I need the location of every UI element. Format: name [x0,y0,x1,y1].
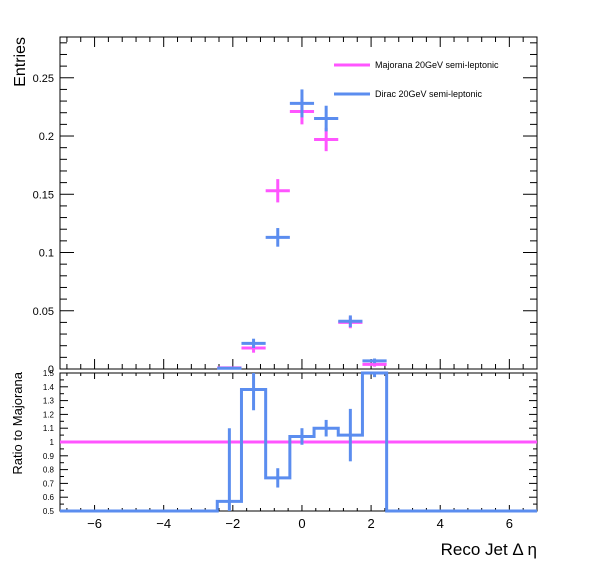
ratio-y-axis-label: Ratio to Majorana [10,371,25,474]
ratio-y-tick-labels: 0.5 0.6 0.7 0.8 0.9 1 1.1 1.2 1.3 1.4 1.5 [43,369,55,516]
main-axis-ticks [60,37,538,370]
main-y-tick-label: 0.25 [33,73,54,85]
ratio-y-tick-label: 0.8 [43,466,55,475]
ratio-y-tick-label: 1 [50,438,55,447]
ratio-y-tick-label: 1.3 [43,397,55,406]
main-y-axis-label: Entries [12,37,29,87]
ratio-y-tick-label: 1.1 [43,424,55,433]
ratio-y-tick-label: 1.4 [43,383,55,392]
ratio-y-tick-label: 1.2 [43,410,55,419]
x-tick-label: 6 [506,516,513,531]
x-tick-label: 4 [437,516,444,531]
ratio-y-tick-label: 1.5 [43,369,55,378]
x-tick-label: −6 [87,516,102,531]
ratio-y-tick-label: 0.7 [43,479,55,488]
main-y-tick-label: 0.1 [39,248,54,260]
ratio-y-tick-label: 0.9 [43,452,55,461]
ratio-y-tick-label: 0.6 [43,493,55,502]
x-tick-label: −2 [225,516,240,531]
legend-label-majorana: Majorana 20GeV semi-leptonic [375,60,499,70]
legend-label-dirac: Dirac 20GeV semi-leptonic [375,89,483,99]
main-y-tick-label: 0.05 [33,306,54,318]
x-tick-label: −4 [156,516,171,531]
ratio-data-marks [60,371,537,513]
main-y-tick-label: 0 [48,364,54,376]
ratio-x-tick-labels: −6 −4 −2 0 2 4 6 [87,516,513,531]
main-y-tick-label: 0.2 [39,131,54,143]
legend: Majorana 20GeV semi-leptonic Dirac 20GeV… [334,60,499,99]
main-y-tick-labels: 0 0.05 0.1 0.15 0.2 0.25 [33,73,54,376]
ratio-y-tick-label: 0.5 [43,507,55,516]
main-plot-frame [59,36,538,370]
x-tick-label: 2 [367,516,374,531]
x-axis-label: Reco Jet Δ η [441,540,537,559]
main-y-tick-label: 0.15 [33,189,54,201]
main-data-marks [217,89,387,370]
x-tick-label: 0 [298,516,305,531]
